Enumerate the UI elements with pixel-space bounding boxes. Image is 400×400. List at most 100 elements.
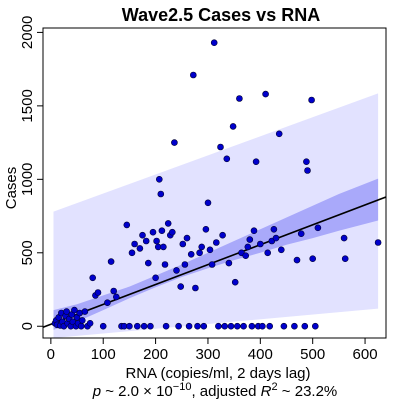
data-point-60 <box>173 267 180 274</box>
data-point-54 <box>161 261 169 268</box>
data-point-107 <box>272 234 280 242</box>
data-point-95 <box>246 236 254 243</box>
p-value-text: ~ 2.0 × 10 <box>101 383 173 400</box>
data-point-27 <box>94 289 102 296</box>
y-tick-label-2000: 2000 <box>19 16 36 49</box>
y-tick-label-0: 0 <box>19 322 36 330</box>
data-point-119 <box>311 322 319 330</box>
x-tick-label-400: 400 <box>248 346 273 363</box>
data-point-73 <box>200 322 208 330</box>
data-point-50 <box>156 176 163 183</box>
data-point-62 <box>177 283 184 290</box>
data-point-48 <box>153 237 160 245</box>
data-point-110 <box>280 322 288 330</box>
data-point-101 <box>259 322 266 330</box>
y-axis-label: Cases <box>3 167 20 210</box>
data-point-53 <box>160 243 167 251</box>
data-point-79 <box>213 239 220 246</box>
data-point-117 <box>308 96 315 104</box>
data-point-35 <box>123 221 131 229</box>
data-point-103 <box>264 249 272 257</box>
data-point-67 <box>187 251 195 258</box>
data-point-21 <box>79 317 86 324</box>
data-point-85 <box>225 259 233 267</box>
y-axis: 0 500 1000 1500 2000 <box>19 16 43 330</box>
data-point-81 <box>217 143 224 151</box>
r2-exponent: 2 <box>272 381 278 393</box>
data-point-25 <box>89 274 96 282</box>
data-point-45 <box>147 322 154 330</box>
data-point-72 <box>198 243 205 251</box>
stats-caption: p ~ 2.0 × 10−10, adjusted R2 ~ 23.2% <box>92 381 338 400</box>
data-point-89 <box>234 322 241 330</box>
data-point-43 <box>142 237 150 245</box>
regression-line <box>42 196 387 329</box>
data-point-83 <box>221 322 228 330</box>
x-axis: 0 100 200 300 400 500 600 <box>47 338 378 363</box>
data-point-115 <box>303 158 310 165</box>
data-point-46 <box>149 228 157 236</box>
data-point-39 <box>134 322 141 330</box>
data-point-93 <box>242 252 249 259</box>
data-point-78 <box>210 39 218 47</box>
r2-value: ~ 23.2% <box>278 383 338 400</box>
data-point-66 <box>185 322 193 330</box>
data-point-30 <box>107 258 115 265</box>
prediction-band <box>53 93 379 339</box>
data-point-112 <box>293 256 301 264</box>
data-point-76 <box>206 246 214 254</box>
data-point-15 <box>71 306 78 314</box>
data-point-123 <box>374 239 382 246</box>
data-point-114 <box>301 322 309 330</box>
data-point-108 <box>275 130 283 138</box>
data-point-70 <box>194 322 201 330</box>
data-point-44 <box>145 259 152 267</box>
r2-prefix: , adjusted <box>191 383 260 400</box>
data-point-82 <box>219 231 226 239</box>
data-point-42 <box>140 322 148 330</box>
data-point-47 <box>152 274 159 282</box>
data-point-59 <box>171 139 178 146</box>
y-tick-label-1500: 1500 <box>19 89 36 122</box>
data-point-97 <box>250 227 258 234</box>
x-tick-label-300: 300 <box>195 346 220 363</box>
data-point-84 <box>223 155 231 163</box>
data-point-86 <box>227 322 235 330</box>
data-point-24 <box>86 319 94 327</box>
x-tick-label-500: 500 <box>300 346 325 363</box>
data-point-118 <box>309 255 317 263</box>
data-point-9 <box>63 308 70 315</box>
data-point-51 <box>157 190 165 198</box>
data-point-77 <box>208 261 216 268</box>
data-points <box>51 39 382 330</box>
data-point-92 <box>240 322 247 330</box>
data-point-28 <box>99 322 107 330</box>
data-point-71 <box>196 249 203 257</box>
p-value-exponent: −10 <box>173 381 192 393</box>
data-point-22 <box>81 308 89 315</box>
data-point-40 <box>136 245 144 252</box>
data-point-121 <box>340 234 348 242</box>
data-point-63 <box>179 240 187 248</box>
data-point-31 <box>110 287 117 295</box>
data-point-74 <box>202 226 210 233</box>
data-point-75 <box>204 199 212 207</box>
data-point-65 <box>183 234 191 242</box>
data-point-41 <box>139 231 146 239</box>
data-point-98 <box>252 158 260 165</box>
data-point-37 <box>128 249 136 257</box>
chart-title: Wave2.5 Cases vs RNA <box>122 5 320 25</box>
x-tick-label-200: 200 <box>143 346 168 363</box>
data-point-96 <box>248 322 256 330</box>
data-point-106 <box>270 226 278 233</box>
data-point-56 <box>164 220 172 227</box>
data-point-122 <box>341 255 349 263</box>
data-point-61 <box>175 322 182 330</box>
p-symbol: p <box>92 383 101 400</box>
data-point-100 <box>256 240 264 248</box>
plot-area <box>42 39 387 339</box>
data-point-64 <box>181 261 189 268</box>
y-tick-label-500: 500 <box>19 240 36 265</box>
data-point-32 <box>113 293 120 301</box>
